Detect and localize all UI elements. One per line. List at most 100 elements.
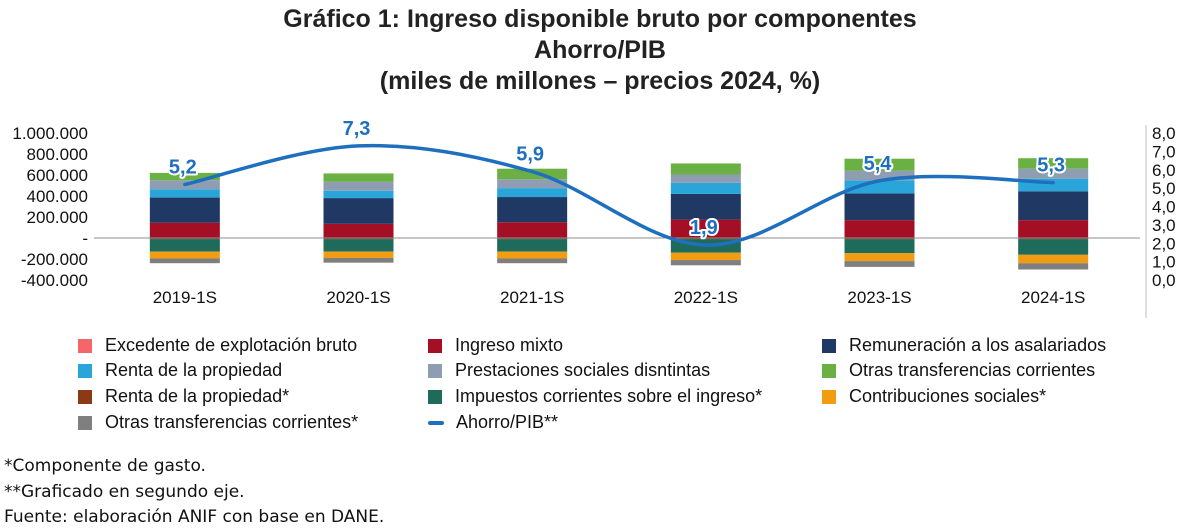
- legend-item: Renta de la propiedad*: [78, 386, 289, 407]
- bar-segment: [497, 239, 568, 252]
- legend-label: Otras transferencias corrientes: [849, 360, 1096, 380]
- note-fuente: Fuente: elaboración ANIF con base en DAN…: [4, 507, 385, 527]
- bar-segment: [149, 189, 220, 198]
- bar-segment: [844, 158, 915, 171]
- legend-label: Ahorro/PIB**: [456, 412, 559, 432]
- bar-segment: [670, 163, 741, 175]
- legend-item: Excedente de explotación bruto: [78, 335, 357, 356]
- x-tick-label: 2022-1S: [674, 288, 738, 307]
- bar-segment: [323, 173, 394, 182]
- bar-segment: [497, 188, 568, 198]
- bar-segment: [670, 238, 741, 240]
- legend-item: Otras transferencias corrientes*: [78, 412, 358, 433]
- bar-segment: [670, 182, 741, 194]
- bar-segment: [844, 238, 915, 240]
- bar-segment: [1018, 220, 1089, 238]
- bar-segment: [670, 260, 741, 266]
- bar-segment: [497, 179, 568, 189]
- legend-swatch: [78, 415, 92, 430]
- chart-subtitle: Ahorro/PIB: [534, 36, 666, 64]
- y-right-tick-label: 1,0: [1152, 253, 1176, 272]
- legend-label: Renta de la propiedad: [105, 360, 283, 380]
- bar-segment: [149, 251, 220, 259]
- legend-label: Otras transferencias corrientes*: [105, 412, 359, 432]
- bar-segment: [149, 197, 220, 223]
- chart-legend: Excedente de explotación bruto Ingreso mi…: [0, 333, 1200, 443]
- bar-segment: [670, 174, 741, 183]
- note-segundo-eje: **Graficado en segundo eje.: [4, 482, 245, 502]
- bar-segment: [1018, 239, 1089, 255]
- bar-segment: [323, 257, 394, 263]
- bar-segment: [149, 258, 220, 264]
- x-tick-label: 2020-1S: [326, 288, 390, 307]
- legend-label: Excedente de explotación bruto: [105, 335, 358, 355]
- bar-segment: [149, 172, 220, 181]
- bar-segment: [1018, 254, 1089, 264]
- line-data-label: 1,9: [690, 217, 718, 239]
- legend-item: Renta de la propiedad: [78, 360, 282, 381]
- y-right-tick-label: 0,0: [1152, 271, 1176, 290]
- line-data-label: 5,9: [516, 144, 544, 166]
- legend-swatch: [822, 363, 836, 378]
- legend-line-swatch: [428, 420, 444, 425]
- legend-swatch: [428, 338, 442, 353]
- y-right-tick-label: 7,0: [1152, 142, 1176, 161]
- bar-segment: [497, 222, 568, 238]
- bar-segment: [670, 252, 741, 261]
- bar-segment: [323, 239, 394, 252]
- x-tick-label: 2023-1S: [847, 288, 911, 307]
- x-tick-label: 2024-1S: [1021, 288, 1085, 307]
- bar-segment: [323, 251, 394, 258]
- legend-label: Prestaciones sociales disntintas: [455, 360, 711, 380]
- y-right-tick-label: 6,0: [1152, 161, 1176, 180]
- bar-segment: [844, 193, 915, 221]
- legend-swatch: [78, 389, 92, 404]
- legend-label: Ingreso mixto: [455, 335, 564, 355]
- y-left-tick-label: 800.000: [27, 145, 88, 164]
- y-right-tick-label: 4,0: [1152, 198, 1176, 217]
- bar-segment: [149, 222, 220, 238]
- y-left-tick-label: 200.000: [27, 208, 88, 227]
- y-left-tick-label: -: [82, 229, 88, 248]
- bar-segment: [497, 238, 568, 240]
- legend-label: Remuneración a los asalariados: [849, 335, 1107, 355]
- bar-segment: [323, 198, 394, 224]
- y-right-tick-label: 2,0: [1152, 234, 1176, 253]
- legend-swatch: [822, 338, 836, 353]
- bar-segment: [323, 190, 394, 199]
- bar-segment: [149, 238, 220, 240]
- legend-item: Remuneración a los asalariados: [822, 335, 1106, 356]
- legend-item: Ahorro/PIB**: [428, 412, 558, 433]
- line-data-label: 5,2: [169, 156, 197, 178]
- bar-segment: [1018, 238, 1089, 240]
- legend-item: Impuestos corrientes sobre el ingreso*: [428, 386, 762, 407]
- legend-item: Otras transferencias corrientes: [822, 360, 1095, 381]
- bar-segment: [323, 223, 394, 238]
- x-tick-label: 2021-1S: [500, 288, 564, 307]
- bar-segment: [497, 251, 568, 259]
- x-tick-label: 2019-1S: [153, 288, 217, 307]
- legend-label: Contribuciones sociales*: [849, 386, 1047, 406]
- legend-label: Impuestos corrientes sobre el ingreso*: [455, 386, 763, 406]
- y-left-tick-label: 1.000.000: [12, 124, 88, 143]
- bar-segment: [149, 239, 220, 252]
- y-right-tick-label: 5,0: [1152, 179, 1176, 198]
- bar-segment: [1018, 191, 1089, 221]
- legend-item: Prestaciones sociales disntintas: [428, 360, 710, 381]
- legend-swatch: [428, 389, 442, 404]
- y-left-tick-label: -400.000: [21, 271, 88, 290]
- bar-segment: [323, 181, 394, 191]
- bar-segment: [670, 193, 741, 220]
- y-right-tick-label: 3,0: [1152, 216, 1176, 235]
- bar-segment: [670, 219, 741, 238]
- bar-segment: [844, 220, 915, 238]
- legend-item: Contribuciones sociales*: [822, 386, 1046, 407]
- bar-segment: [1018, 158, 1089, 169]
- legend-swatch: [428, 363, 442, 378]
- line-data-label: 7,3: [343, 118, 371, 140]
- ahorro-pib-line: [183, 143, 1055, 247]
- bar-segment: [497, 168, 568, 180]
- bar-segment: [497, 258, 568, 264]
- chart-title: Gráfico 1: Ingreso disponible bruto por …: [283, 5, 917, 33]
- legend-label: Renta de la propiedad*: [105, 386, 290, 406]
